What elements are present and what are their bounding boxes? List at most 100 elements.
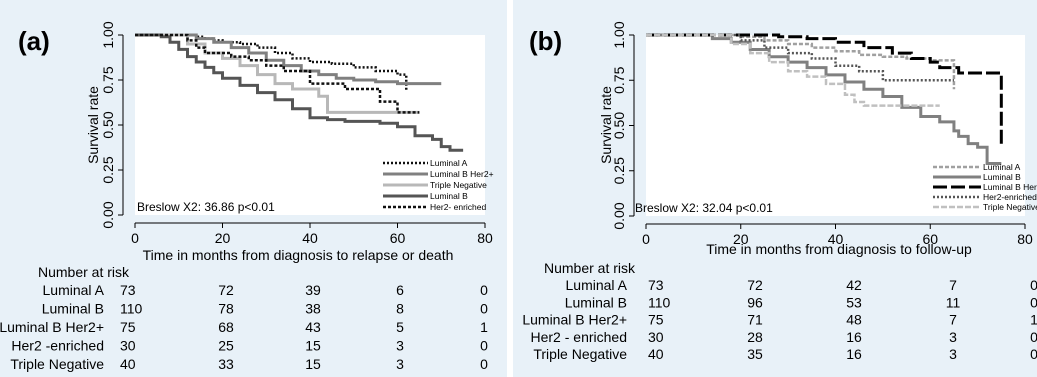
y-tick-label: 0.50 [100, 111, 116, 138]
risk-cell: 35 [747, 346, 763, 362]
x-tick-label: 0 [642, 231, 650, 247]
risk-cell: 0 [480, 338, 488, 354]
x-tick-label: 60 [390, 230, 406, 246]
risk-cell: 15 [305, 356, 321, 372]
risk-cell: 40 [648, 346, 664, 362]
y-tick-label: 1.00 [611, 21, 627, 48]
risk-row-label: Luminal B Her2+ [0, 319, 104, 335]
risk-row-label: Luminal B [42, 301, 104, 317]
risk-cell: 78 [218, 301, 234, 317]
y-tick-label: 0.00 [611, 202, 627, 229]
risk-cell: 6 [396, 282, 404, 298]
legend-entry: Luminal A [430, 158, 468, 168]
risk-cell: 39 [305, 282, 321, 298]
panel-b: (b) 0.00 0.25 0.50 0.75 1.00 0 20 40 60 80 Survival… [513, 0, 1037, 377]
panel-label: (a) [18, 26, 50, 56]
x-tick-label: 20 [733, 231, 749, 247]
series-line-triple-negative [135, 33, 420, 114]
legend-entry: Triple Negative [983, 202, 1037, 212]
risk-row-label: Triple Negative [533, 346, 627, 362]
panel-a: (a) 0.00 0.25 0.50 0.75 1.00 0 20 40 60 80 Survival… [0, 0, 507, 377]
series-line-her2-enriched [135, 33, 420, 114]
risk-cell: 72 [747, 277, 763, 293]
x-tick-label: 80 [477, 230, 493, 246]
risk-cell: 0 [480, 356, 488, 372]
x-tick-label: 20 [215, 230, 231, 246]
risk-cell: 73 [120, 282, 136, 298]
x-tick-label: 80 [1017, 231, 1033, 247]
risk-row-label: Triple Negative [10, 356, 104, 372]
risk-cell: 3 [949, 329, 957, 345]
risk-cell: 96 [747, 294, 763, 310]
y-tick-label: 0.00 [100, 201, 116, 228]
legend-entry: Luminal A [983, 162, 1021, 172]
risk-row-label: Luminal B [565, 294, 627, 310]
x-tick-label: 40 [828, 231, 844, 247]
risk-cell: 7 [949, 312, 957, 328]
risk-cell: 110 [120, 301, 143, 317]
risk-cell: 3 [396, 338, 404, 354]
x-axis-label: Time in months from diagnosis to relapse… [143, 247, 454, 263]
y-tick-label: 0.75 [611, 66, 627, 93]
risk-cell: 48 [846, 312, 862, 328]
legend-entry: Luminal B [983, 172, 1021, 182]
number-at-risk-title: Number at risk [544, 260, 636, 276]
risk-cell: 1 [480, 319, 488, 335]
risk-cell: 28 [747, 329, 763, 345]
risk-cell: 0 [480, 282, 488, 298]
panel-label: (b) [529, 26, 562, 56]
risk-row-label: Luminal A [566, 277, 628, 293]
series-line-luminal-b-her2- [135, 33, 442, 86]
risk-cell: 73 [648, 277, 664, 293]
series-line-luminal-b-her2- [646, 33, 1003, 148]
risk-cell: 16 [846, 329, 862, 345]
risk-cell: 8 [396, 301, 404, 317]
risk-cell: 15 [305, 338, 321, 354]
x-tick-label: 40 [302, 230, 318, 246]
series-line-triple-negative [646, 33, 940, 107]
y-axis-label: Survival rate [85, 86, 101, 164]
risk-cell: 0 [480, 301, 488, 317]
x-tick-label: 0 [131, 230, 139, 246]
risk-row-label: Luminal A [43, 282, 105, 298]
risk-cell: 30 [120, 338, 136, 354]
legend-entry: Her2-enriched [983, 192, 1037, 202]
legend-entry: Luminal B Her2+ [430, 169, 494, 179]
number-at-risk-title: Number at risk [38, 264, 130, 280]
y-tick-label: 1.00 [100, 21, 116, 48]
y-tick-label: 0.25 [100, 156, 116, 183]
legend-entry: Luminal B [430, 191, 468, 201]
risk-cell: 0 [1030, 329, 1037, 345]
risk-cell: 0 [1030, 346, 1037, 362]
risk-cell: 68 [218, 319, 234, 335]
risk-cell: 25 [218, 338, 234, 354]
risk-cell: 16 [846, 346, 862, 362]
x-axis-label: Time in months from diagnosis to follow-… [706, 241, 972, 257]
risk-cell: 11 [946, 294, 961, 310]
survival-chart-a: (a)0.000.250.500.751.000 20 40 60 80Survival… [0, 21, 494, 372]
risk-cell: 40 [120, 356, 136, 372]
risk-cell: 1 [1030, 312, 1037, 328]
risk-cell: 30 [648, 329, 664, 345]
breslow-annotation: Breslow X2: 36.86 p<0.01 [137, 200, 275, 214]
y-axis-label: Survival rate [598, 86, 614, 164]
risk-cell: 0 [1030, 277, 1037, 293]
risk-cell: 72 [218, 282, 234, 298]
risk-cell: 71 [747, 312, 763, 328]
risk-cell: 3 [949, 346, 957, 362]
risk-cell: 42 [846, 277, 862, 293]
legend-entry: Her2- enriched [430, 202, 486, 212]
risk-cell: 75 [648, 312, 664, 328]
risk-cell: 110 [648, 294, 671, 310]
legend-entry: Luminal B Her2+ [983, 182, 1037, 192]
y-tick-label: 0.75 [100, 66, 116, 93]
risk-cell: 3 [396, 356, 404, 372]
series-line-luminal-b [135, 33, 464, 152]
risk-cell: 7 [949, 277, 957, 293]
y-tick-label: 0.50 [611, 112, 627, 139]
risk-row-label: Her2 -enriched [11, 338, 104, 354]
legend-entry: Triple Negative [430, 180, 487, 190]
risk-cell: 33 [218, 356, 234, 372]
risk-cell: 53 [846, 294, 862, 310]
risk-cell: 0 [1030, 294, 1037, 310]
